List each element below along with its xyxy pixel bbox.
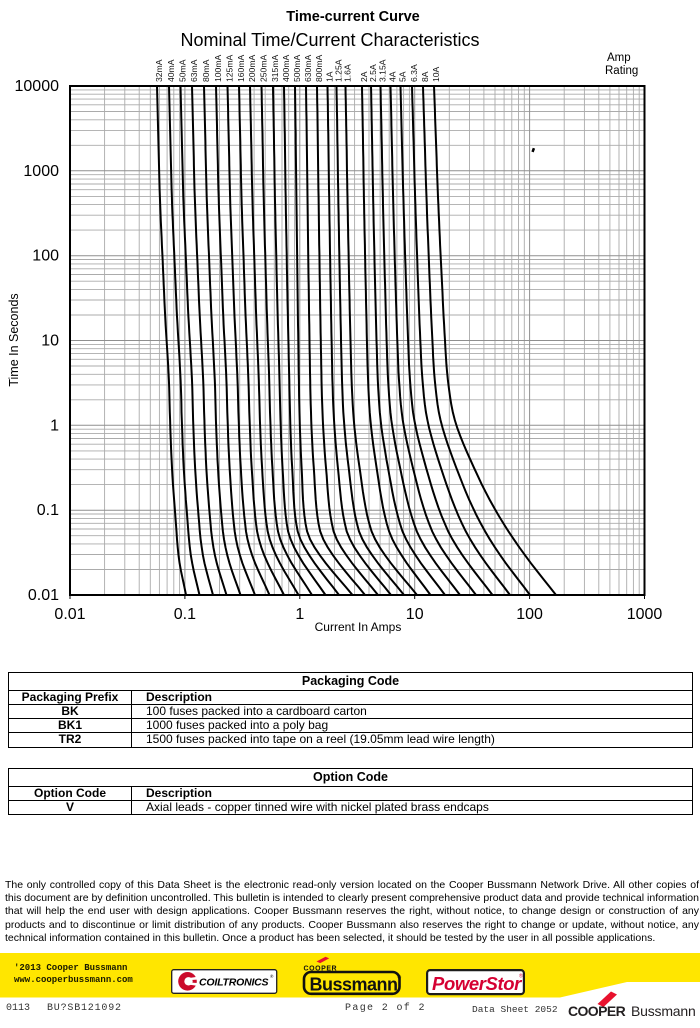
svg-text:Bussmann: Bussmann [631,1003,696,1019]
svg-text:5A: 5A [398,71,408,82]
svg-text:0.1: 0.1 [174,606,196,623]
svg-text:50mA: 50mA [178,59,188,82]
svg-text:400mA: 400mA [281,55,291,82]
svg-text:1: 1 [50,417,59,434]
svg-text:1.6A: 1.6A [343,64,353,82]
svg-text:3.15A: 3.15A [378,59,388,82]
svg-text:125mA: 125mA [225,55,235,82]
svg-text:32mA: 32mA [154,59,164,82]
svg-text:®: ® [519,973,523,980]
svg-text:2A: 2A [359,71,369,82]
svg-text:10000: 10000 [15,78,60,95]
svg-text:10A: 10A [431,66,441,82]
svg-text:®: ® [270,973,274,979]
svg-text:Current In Amps: Current In Amps [315,620,402,634]
svg-text:10: 10 [406,606,424,623]
svg-text:80mA: 80mA [201,59,211,82]
svg-text:COILTRONICS: COILTRONICS [199,976,269,988]
svg-text:4A: 4A [388,71,398,82]
svg-text:800mA: 800mA [314,55,324,82]
svg-text:8A: 8A [420,71,430,82]
svg-text:100mA: 100mA [213,55,223,82]
svg-text:®: ® [398,974,402,981]
svg-text:100: 100 [32,248,59,265]
svg-text:630mA: 630mA [303,55,313,82]
svg-text:2.5A: 2.5A [368,64,378,82]
svg-text:Time In Seconds: Time In Seconds [7,293,21,386]
svg-text:160mA: 160mA [236,55,246,82]
svg-text:40mA: 40mA [166,59,176,82]
svg-text:100: 100 [516,606,543,623]
svg-text:1000: 1000 [627,606,663,623]
svg-text:0.01: 0.01 [28,587,59,604]
svg-text:500mA: 500mA [292,55,302,82]
svg-text:0.1: 0.1 [37,502,59,519]
svg-text:Rating: Rating [605,65,638,77]
svg-text:1.25A: 1.25A [334,59,344,82]
svg-text:Bussmann: Bussmann [310,975,398,995]
svg-text:Amp: Amp [607,52,631,64]
svg-text:10: 10 [41,333,59,350]
svg-text:COOPER: COOPER [304,966,338,973]
svg-text:250mA: 250mA [259,55,269,82]
svg-text:COOPER: COOPER [568,1003,626,1019]
svg-text:6.3A: 6.3A [409,64,419,82]
svg-text:PowerStor: PowerStor [432,973,523,994]
svg-text:200mA: 200mA [247,55,257,82]
svg-text:1: 1 [295,606,304,623]
svg-text:315mA: 315mA [270,55,280,82]
svg-text:1A: 1A [325,71,335,82]
svg-text:1000: 1000 [23,163,59,180]
svg-text:0.01: 0.01 [54,606,85,623]
svg-text:63mA: 63mA [189,59,199,82]
